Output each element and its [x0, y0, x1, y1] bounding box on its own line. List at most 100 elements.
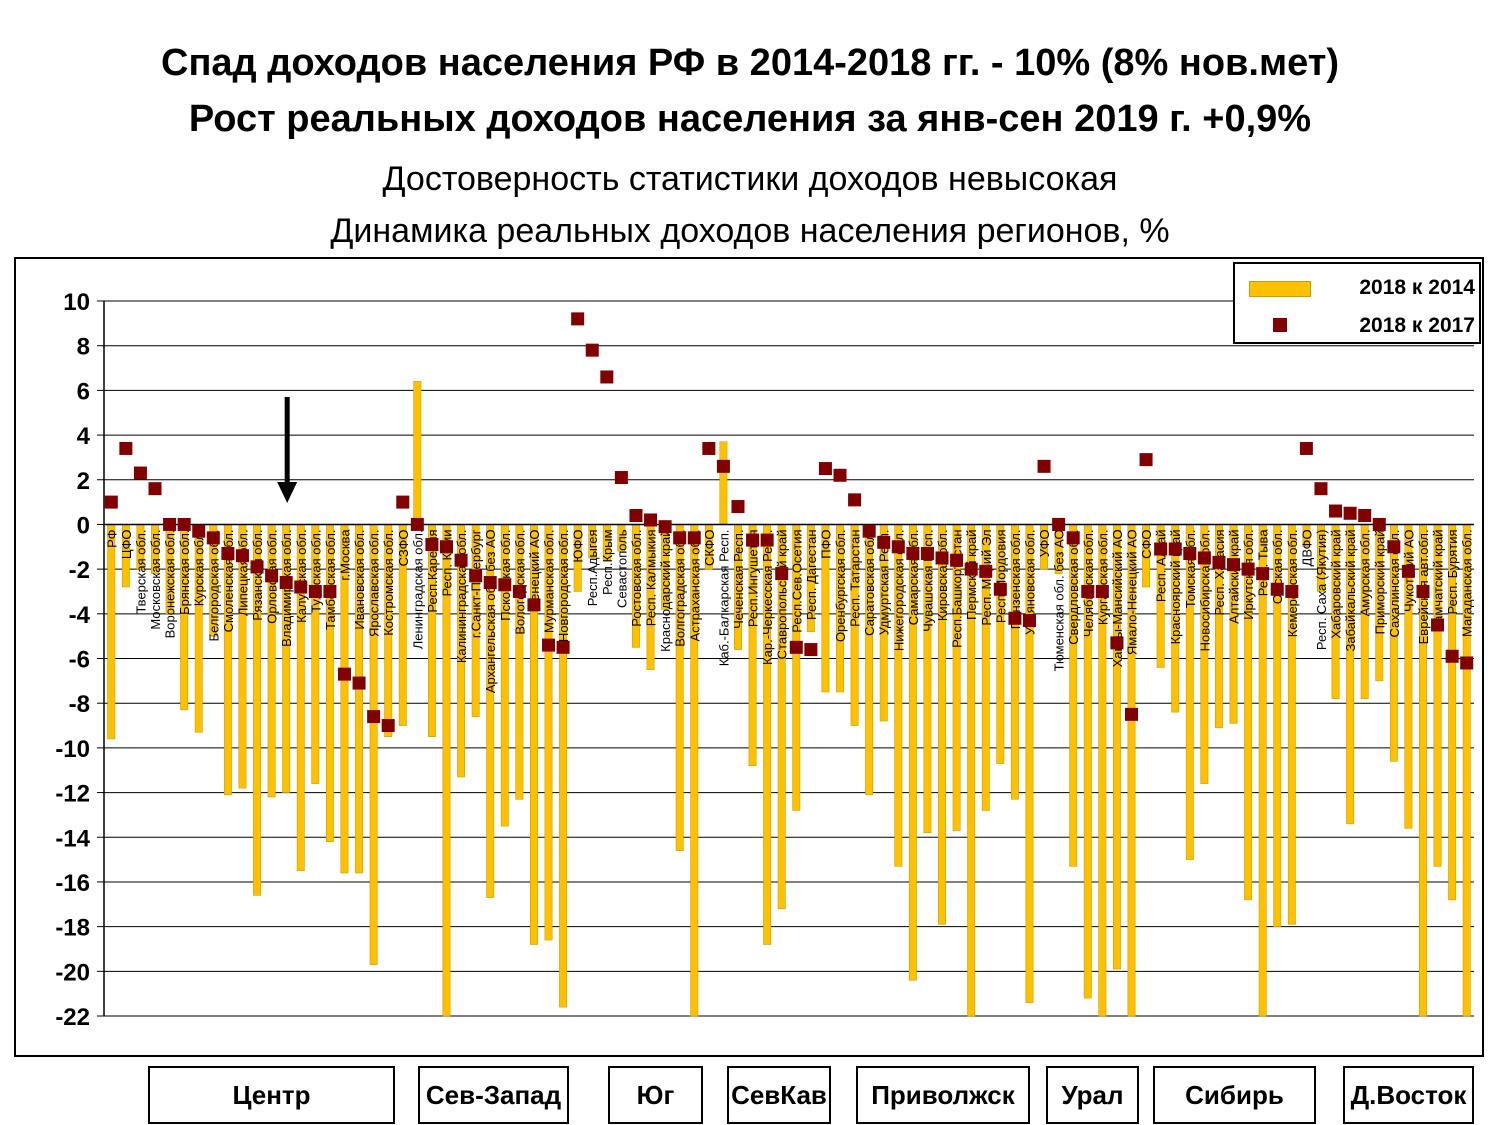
x-category-label: Калужская обл.: [294, 529, 309, 622]
x-category-label: Брянская обл.: [177, 529, 192, 614]
x-category-label: Ярославская обл.: [367, 529, 382, 637]
x-category-label: Ханты-Мансийский АО: [1110, 529, 1125, 667]
data-point: [658, 520, 672, 534]
data-point: [104, 495, 118, 509]
legend-point-label: 2018 к 2017: [1359, 314, 1475, 337]
data-point: [454, 553, 468, 567]
data-point: [512, 584, 526, 598]
data-point: [1387, 540, 1401, 554]
data-point: [1329, 504, 1343, 518]
data-point: [920, 546, 934, 560]
data-point: [1037, 459, 1051, 473]
x-category-label: Респ. Алтай: [1154, 529, 1169, 602]
x-category-label: ПФО: [818, 529, 833, 558]
bar: [1258, 524, 1267, 1017]
region-group-label: Урал: [1046, 1066, 1139, 1124]
data-point: [483, 576, 497, 590]
y-tick-label: -22: [55, 1004, 90, 1031]
data-point: [1168, 542, 1182, 556]
data-point: [877, 535, 891, 549]
data-point: [294, 580, 308, 594]
x-category-label: Магаданская обл.: [1460, 529, 1475, 637]
data-point: [119, 441, 133, 455]
x-category-label: Ленинградская обл.: [410, 529, 425, 649]
x-category-label: Респ. Бурятия: [1445, 529, 1460, 614]
x-category-label: Кировская обл.: [935, 529, 950, 621]
data-point: [702, 441, 716, 455]
data-point: [425, 538, 439, 552]
data-point: [731, 500, 745, 514]
x-category-label: Респ.Башкортостан: [950, 529, 965, 647]
data-point: [848, 493, 862, 507]
data-point: [1022, 614, 1036, 628]
data-point: [1095, 584, 1109, 598]
legend-bar-label: 2018 к 2014: [1359, 276, 1475, 299]
data-point: [1285, 584, 1299, 598]
chart-title-line1: Спад доходов населения РФ в 2014-2018 гг…: [161, 42, 1339, 84]
data-point: [629, 509, 643, 522]
chart-subtitle-line2: Динамика реальных доходов населения реги…: [330, 212, 1170, 250]
x-category-label: ЦФО: [119, 529, 134, 559]
data-point: [571, 312, 585, 326]
data-point: [935, 551, 949, 565]
y-tick-label: -20: [55, 959, 90, 986]
data-point: [673, 531, 687, 545]
data-point: [1081, 584, 1095, 598]
x-category-label: Респ. Татарстан: [848, 529, 863, 626]
bar: [107, 524, 116, 740]
data-point: [308, 584, 322, 598]
region-group-label: Центр: [148, 1066, 395, 1124]
x-category-label: Севастополь: [614, 529, 629, 608]
data-point: [644, 513, 658, 527]
x-category-label: Калининградская обл.: [454, 529, 469, 663]
region-group-label: Сев-Запад: [418, 1066, 569, 1124]
data-point: [556, 640, 570, 654]
data-point: [440, 540, 453, 554]
data-point: [250, 560, 264, 574]
chart-legend: 2018 к 2014 2018 к 2017: [1233, 262, 1481, 344]
data-point: [1343, 506, 1357, 520]
x-category-label: Респ. Хакасия: [1212, 529, 1227, 615]
x-category-label: Нижегородская обл.: [891, 529, 906, 651]
data-point: [600, 370, 614, 384]
y-tick-label: 8: [77, 334, 90, 361]
data-point: [1212, 555, 1226, 569]
data-point: [775, 567, 789, 581]
data-point: [585, 343, 599, 357]
region-group-label: Д.Восток: [1343, 1066, 1474, 1124]
chart-title-line2: Рост реальных доходов населения за янв-с…: [188, 98, 1312, 140]
x-category-label: Белгородская обл.: [206, 529, 221, 641]
y-tick-label: 4: [77, 423, 91, 450]
x-category-label: Костромская обл.: [381, 529, 396, 635]
data-point: [1314, 482, 1328, 496]
x-category-label: Тверская обл.: [133, 529, 148, 613]
y-tick-label: -16: [55, 870, 90, 897]
y-tick-label: -4: [69, 602, 91, 629]
data-point: [1139, 453, 1153, 467]
x-category-label: Респ. Калмыкия: [644, 529, 659, 626]
x-category-label: Чувашская Респ.: [920, 529, 935, 631]
data-point: [979, 564, 993, 578]
data-point: [1416, 584, 1430, 598]
x-category-label: Красноярский край: [1168, 529, 1183, 644]
data-point: [1445, 649, 1459, 663]
data-point: [542, 638, 556, 652]
y-tick-label: -6: [69, 647, 90, 674]
data-point: [1183, 546, 1197, 560]
y-tick-label: -8: [69, 691, 90, 718]
data-point: [410, 517, 424, 531]
data-point: [804, 643, 818, 657]
y-tick-label: -14: [55, 825, 90, 852]
x-category-label: Новгородская обл.: [556, 529, 571, 642]
x-category-label: Кемеровская обл.: [1285, 529, 1300, 637]
data-point: [906, 546, 920, 560]
x-category-label: г.Санкт-Петербург: [469, 529, 484, 638]
x-category-label: Ростовская обл.: [629, 529, 644, 626]
x-category-label: СКФО: [702, 529, 717, 566]
data-point: [614, 471, 628, 485]
data-point: [221, 546, 235, 560]
x-category-label: Псковская обл.: [498, 529, 513, 620]
x-category-label: Респ.Сев.Осетия: [789, 529, 804, 632]
x-category-label: Камчатский край: [1431, 529, 1446, 630]
